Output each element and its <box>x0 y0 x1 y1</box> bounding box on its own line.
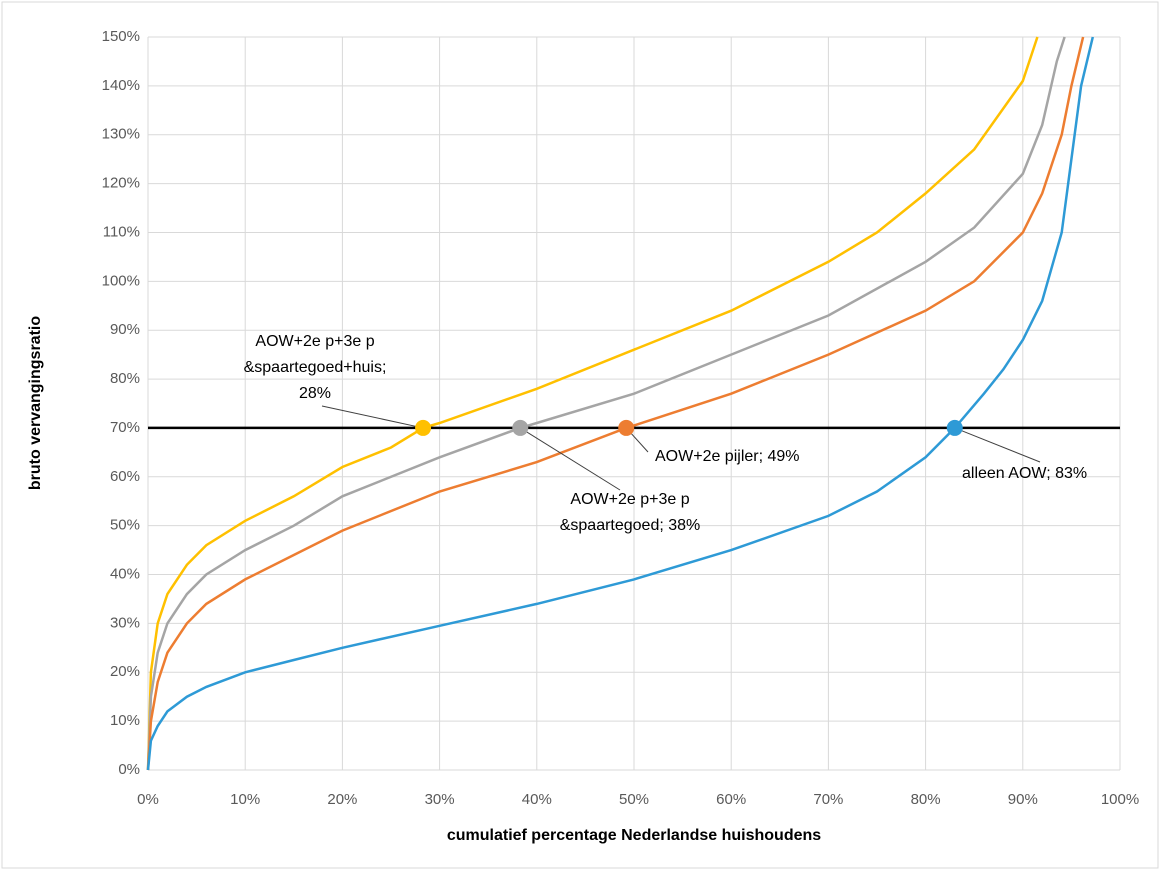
y-tick-label: 110% <box>103 223 140 240</box>
x-tick-label: 90% <box>1008 791 1038 808</box>
x-tick-label: 100% <box>1101 791 1139 808</box>
y-tick-label: 130% <box>102 126 140 143</box>
annotation-leader <box>954 427 1041 463</box>
y-tick-label: 80% <box>110 370 140 387</box>
y-tick-label: 70% <box>110 419 140 436</box>
annotation-text: AOW+2e pijler; 49% <box>655 448 800 465</box>
y-tick-label: 50% <box>110 517 140 534</box>
annotation-text: &spaartegoed; 38% <box>560 517 701 534</box>
x-tick-label: 10% <box>230 791 260 808</box>
x-tick-label: 60% <box>716 791 746 808</box>
series-line <box>146 36 1095 771</box>
annotation-marker <box>946 419 963 436</box>
y-axis-label: bruto vervangingsratio <box>27 316 44 490</box>
y-tick-label: 90% <box>110 321 140 338</box>
y-tick-label: 20% <box>110 663 140 680</box>
annotation-leader <box>520 427 621 491</box>
y-tick-label: 150% <box>102 28 140 45</box>
annotation-text: 28% <box>299 385 331 402</box>
annotation-marker <box>415 419 432 436</box>
annotation-marker <box>512 419 529 436</box>
y-tick-label: 40% <box>110 566 140 583</box>
x-axis-label: cumulatief percentage Nederlandse huisho… <box>447 827 821 844</box>
annotation-text: alleen AOW; 83% <box>962 465 1087 482</box>
annotation-text: AOW+2e p+3e p <box>255 333 374 350</box>
annotation-text: &spaartegoed+huis; <box>244 359 387 376</box>
y-tick-label: 60% <box>110 468 140 485</box>
y-tick-label: 0% <box>118 761 140 778</box>
y-tick-label: 100% <box>102 272 140 289</box>
y-tick-label: 140% <box>102 77 140 94</box>
x-tick-label: 50% <box>619 791 649 808</box>
series-line <box>146 36 1085 771</box>
y-tick-label: 10% <box>110 712 140 729</box>
y-tick-label: 30% <box>110 614 140 631</box>
x-tick-label: 0% <box>137 791 159 808</box>
x-tick-label: 80% <box>911 791 941 808</box>
x-tick-label: 40% <box>522 791 552 808</box>
annotation-text: AOW+2e p+3e p <box>570 491 689 508</box>
x-tick-label: 30% <box>425 791 455 808</box>
annotation-marker <box>618 419 635 436</box>
y-tick-label: 120% <box>102 175 140 192</box>
x-tick-label: 20% <box>327 791 357 808</box>
x-tick-label: 70% <box>813 791 843 808</box>
annotation-leader <box>321 405 424 429</box>
